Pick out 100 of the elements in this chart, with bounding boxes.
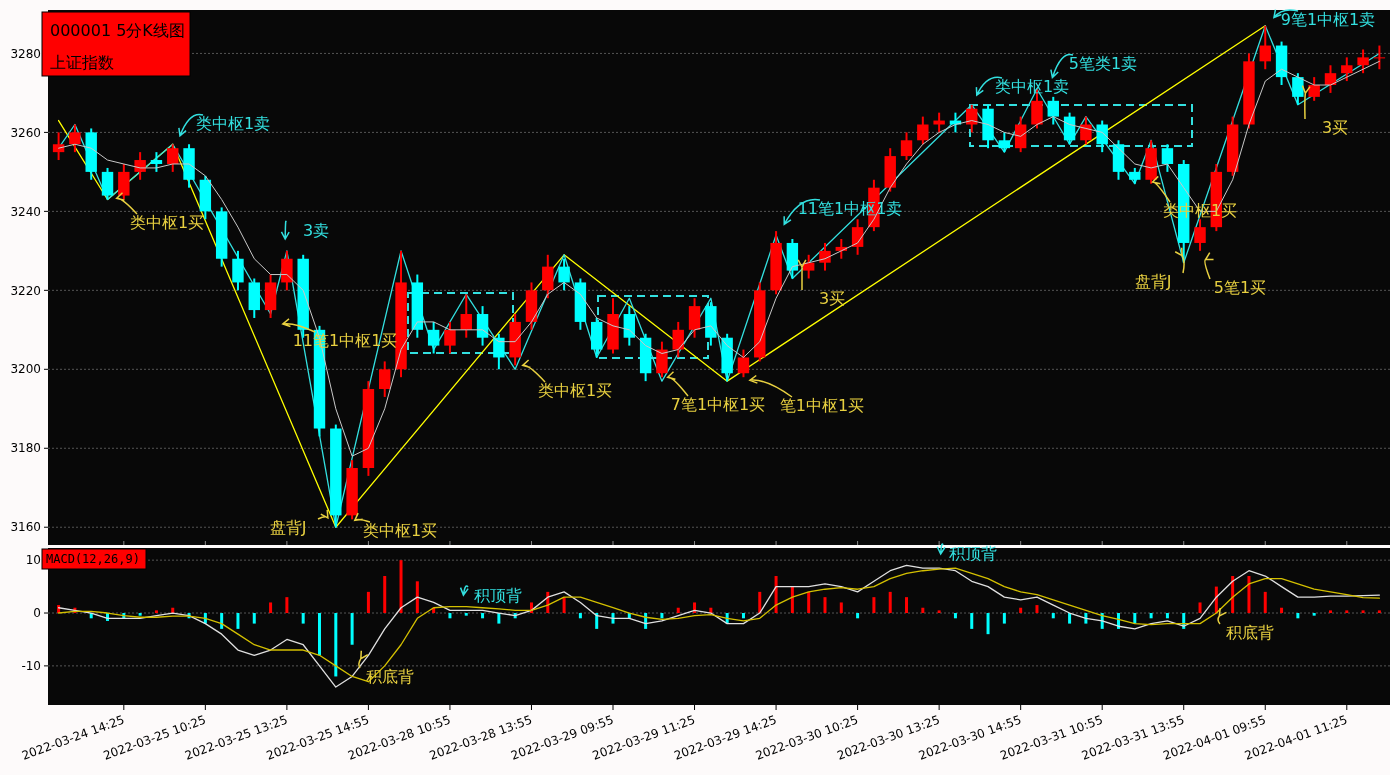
bar bbox=[676, 607, 680, 614]
bar bbox=[758, 591, 762, 614]
annotation: 5笔类1卖 bbox=[1068, 53, 1138, 73]
candlestick bbox=[737, 348, 750, 379]
bar bbox=[937, 610, 941, 614]
bar bbox=[1051, 613, 1055, 619]
bar bbox=[1247, 576, 1251, 614]
candlestick bbox=[427, 320, 440, 355]
bar bbox=[872, 597, 876, 614]
bar bbox=[953, 613, 957, 619]
bar bbox=[905, 597, 909, 614]
candlestick bbox=[966, 103, 978, 134]
chart-title: MACD(12,26,9) bbox=[46, 552, 140, 567]
candlestick bbox=[623, 305, 636, 347]
annotation: 类中枢1卖 bbox=[195, 113, 271, 133]
bar bbox=[823, 597, 827, 614]
bar bbox=[383, 576, 387, 614]
bar bbox=[1377, 610, 1381, 614]
candlestick bbox=[819, 241, 831, 272]
bar bbox=[138, 613, 142, 616]
bar bbox=[660, 613, 664, 619]
bar bbox=[464, 613, 468, 616]
bar bbox=[888, 591, 892, 614]
bar bbox=[1198, 602, 1202, 614]
annotation: 类中枢1买 bbox=[537, 380, 613, 400]
bar bbox=[285, 597, 289, 614]
annotation: 7笔1中枢1买 bbox=[670, 394, 766, 414]
bar bbox=[741, 613, 745, 619]
bar bbox=[1280, 607, 1284, 614]
bar bbox=[350, 613, 354, 645]
candlestick bbox=[460, 293, 472, 339]
annotation: 积顶背 bbox=[949, 543, 997, 563]
text: 000001 5分K线图 bbox=[50, 20, 185, 40]
bar bbox=[481, 613, 485, 619]
bar bbox=[839, 602, 843, 614]
candlestick bbox=[1373, 44, 1386, 71]
bar bbox=[399, 560, 403, 614]
bar bbox=[856, 613, 860, 619]
bar bbox=[774, 576, 778, 614]
bar bbox=[921, 607, 925, 614]
bar bbox=[611, 613, 615, 624]
bar bbox=[1019, 607, 1023, 614]
bar bbox=[1133, 613, 1137, 624]
y-tick-label: 3180 bbox=[10, 441, 41, 456]
y-tick-label: 3260 bbox=[10, 125, 41, 140]
bar bbox=[1035, 605, 1039, 614]
bar bbox=[366, 591, 370, 614]
bar bbox=[1002, 613, 1006, 624]
candlestick bbox=[1341, 56, 1353, 83]
bar bbox=[1296, 613, 1300, 619]
candlestick bbox=[150, 151, 163, 173]
bar bbox=[986, 613, 990, 635]
candlestick bbox=[998, 131, 1011, 154]
y-tick-label: 3160 bbox=[10, 520, 41, 535]
annotation: 3卖 bbox=[302, 220, 330, 240]
annotation: 积顶背 bbox=[474, 585, 522, 605]
candlestick bbox=[900, 131, 913, 162]
candlestick bbox=[444, 320, 456, 355]
y-tick-label: -10 bbox=[21, 659, 41, 674]
bar bbox=[1345, 610, 1349, 614]
bar bbox=[269, 602, 273, 614]
bar bbox=[1149, 613, 1153, 619]
annotation: 9笔1中枢1卖 bbox=[1280, 9, 1376, 29]
annotation: 5笔1买 bbox=[1213, 277, 1267, 297]
candlestick bbox=[542, 253, 554, 300]
candlestick bbox=[1194, 218, 1206, 252]
bar bbox=[970, 613, 974, 629]
bar bbox=[1328, 610, 1332, 614]
bar bbox=[448, 613, 452, 619]
bar bbox=[1312, 613, 1316, 616]
bar bbox=[415, 581, 419, 614]
candlestick bbox=[672, 320, 684, 359]
bar bbox=[1068, 613, 1072, 624]
candlestick bbox=[1292, 72, 1304, 106]
annotation: 3买 bbox=[818, 288, 846, 308]
y-tick-label: 0 bbox=[33, 606, 41, 621]
candlestick bbox=[1096, 119, 1108, 154]
annotation: 类中枢1卖 bbox=[994, 76, 1070, 96]
candlestick bbox=[558, 257, 570, 292]
bar bbox=[334, 613, 338, 677]
candlestick bbox=[917, 115, 929, 146]
annotation: 盘背J bbox=[1134, 271, 1172, 291]
bar bbox=[220, 613, 224, 629]
candlestick bbox=[493, 332, 505, 371]
annotation: 类中枢1买 bbox=[129, 212, 205, 232]
y-tick-label: 3200 bbox=[10, 362, 41, 377]
candlestick bbox=[1259, 24, 1271, 71]
bar bbox=[318, 613, 321, 656]
bar bbox=[595, 613, 599, 629]
bar bbox=[1361, 610, 1365, 614]
candlestick bbox=[1047, 95, 1059, 126]
candlestick bbox=[656, 340, 668, 379]
annotation: 笔1中枢1买 bbox=[779, 395, 865, 415]
y-tick-label: 3220 bbox=[10, 283, 41, 298]
bar bbox=[562, 597, 566, 614]
annotation: 积底背 bbox=[1226, 622, 1274, 642]
y-tick-label: 3280 bbox=[10, 46, 41, 61]
y-tick-label: 3240 bbox=[10, 204, 41, 219]
candlestick bbox=[281, 249, 293, 292]
candlestick bbox=[688, 297, 701, 339]
